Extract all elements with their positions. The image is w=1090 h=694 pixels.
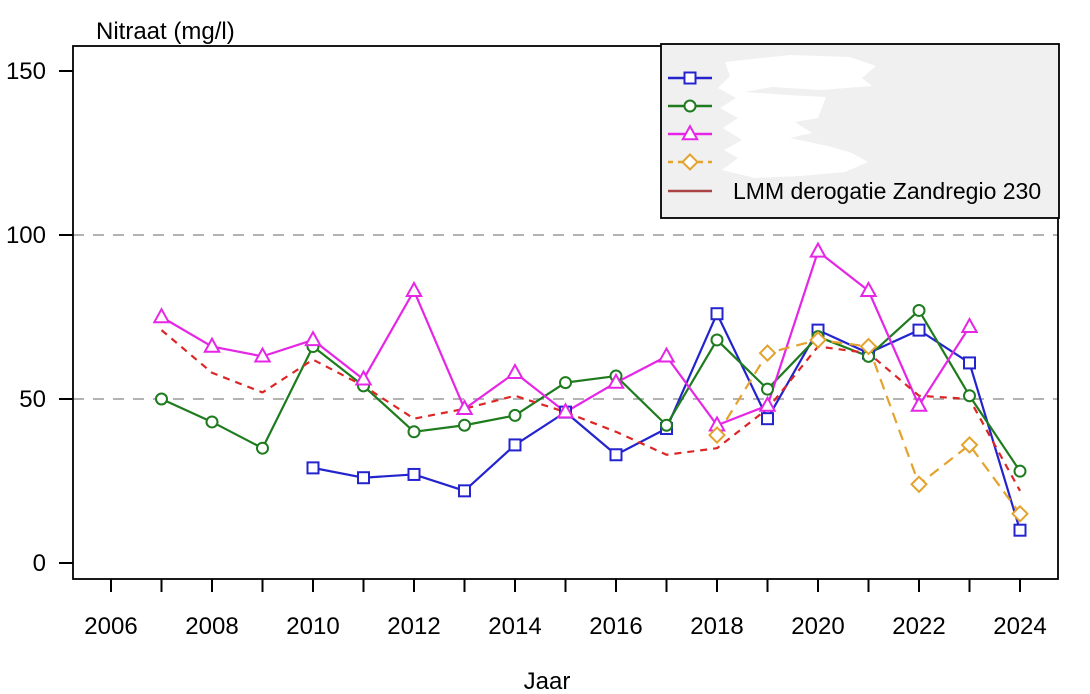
x-tick-label: 2012 <box>387 613 440 640</box>
x-tick-label: 2010 <box>286 613 339 640</box>
x-tick-label: 2014 <box>488 613 541 640</box>
circle-marker <box>710 333 724 347</box>
x-tick-label: 2024 <box>993 613 1046 640</box>
series-markers <box>152 241 1029 537</box>
y-tick-label: 50 <box>19 386 46 413</box>
triangle-marker <box>657 346 676 363</box>
series-lines <box>160 250 1022 531</box>
square-marker <box>458 484 471 498</box>
diamond-marker <box>859 337 878 356</box>
x-tick-label: 2008 <box>185 613 238 640</box>
triangle-marker <box>152 307 171 324</box>
x-axis: 2006 2008 2010 2012 2014 2016 2018 2020 2022 2024 <box>84 579 1047 640</box>
legend: LMM derogatie Zandregio 230 <box>660 43 1060 219</box>
triangle-marker <box>681 124 699 141</box>
diamond-marker <box>708 426 726 444</box>
y-axis: 0 50 100 150 <box>6 58 73 577</box>
x-tick-label: 2022 <box>892 613 945 640</box>
square-marker <box>683 71 697 85</box>
circle-marker <box>407 425 421 439</box>
triangle-marker <box>859 280 878 297</box>
circle-marker <box>205 415 219 429</box>
circle-marker <box>508 408 522 422</box>
square-marker <box>508 438 522 452</box>
diamond-marker <box>681 153 699 171</box>
triangle-marker <box>556 402 575 419</box>
y-tick-label: 0 <box>33 550 46 577</box>
triangle-marker <box>253 346 272 363</box>
triangle-marker <box>758 395 777 412</box>
series-markers-4 <box>708 331 1029 523</box>
circle-marker <box>1013 464 1027 478</box>
square-marker <box>912 323 926 337</box>
triangle-marker <box>405 280 423 297</box>
diamond-marker <box>960 436 979 454</box>
triangle-marker <box>455 398 474 416</box>
circle-marker <box>559 376 572 390</box>
gridlines <box>73 234 1058 400</box>
triangle-marker <box>203 336 221 353</box>
series-markers-3 <box>152 241 979 432</box>
square-marker <box>407 467 421 481</box>
circle-marker <box>683 99 697 113</box>
square-marker <box>710 307 724 321</box>
series-markers-2 <box>155 303 1027 478</box>
legend-redaction-patch <box>718 55 876 178</box>
square-marker <box>963 356 976 370</box>
square-marker <box>306 461 320 475</box>
y-tick-label: 100 <box>6 222 46 249</box>
x-tick-label: 2020 <box>791 613 844 640</box>
legend-items <box>668 71 712 193</box>
x-tick-label: 2018 <box>690 613 743 640</box>
diamond-marker <box>1011 504 1029 523</box>
triangle-marker <box>960 316 979 334</box>
y-tick-label: 150 <box>6 58 46 85</box>
triangle-marker <box>506 362 524 379</box>
circle-marker <box>761 382 774 396</box>
square-marker <box>1013 523 1027 537</box>
triangle-marker <box>304 330 322 347</box>
x-tick-label: 2006 <box>84 613 137 640</box>
circle-marker <box>458 418 471 432</box>
square-marker <box>761 412 774 426</box>
series-line-2 <box>161 309 1021 472</box>
circle-marker <box>256 441 269 455</box>
diamond-marker <box>758 344 777 362</box>
diamond-marker <box>910 475 928 494</box>
triangle-marker <box>354 369 373 386</box>
circle-marker <box>660 418 673 432</box>
square-marker <box>357 471 370 485</box>
chart-title: Nitraat (mg/l) <box>96 18 235 45</box>
circle-marker <box>155 392 168 406</box>
circle-marker <box>912 303 926 317</box>
square-marker <box>609 448 623 462</box>
x-tick-label: 2016 <box>589 613 642 640</box>
x-axis-title: Jaar <box>524 668 571 694</box>
diamond-marker <box>809 331 827 349</box>
series-line-5 <box>160 329 1021 492</box>
triangle-marker <box>910 395 928 412</box>
triangle-marker <box>607 372 625 389</box>
circle-marker <box>963 389 976 403</box>
triangle-marker <box>809 241 827 258</box>
legend-label-lmm: LMM derogatie Zandregio 230 <box>733 178 1041 204</box>
